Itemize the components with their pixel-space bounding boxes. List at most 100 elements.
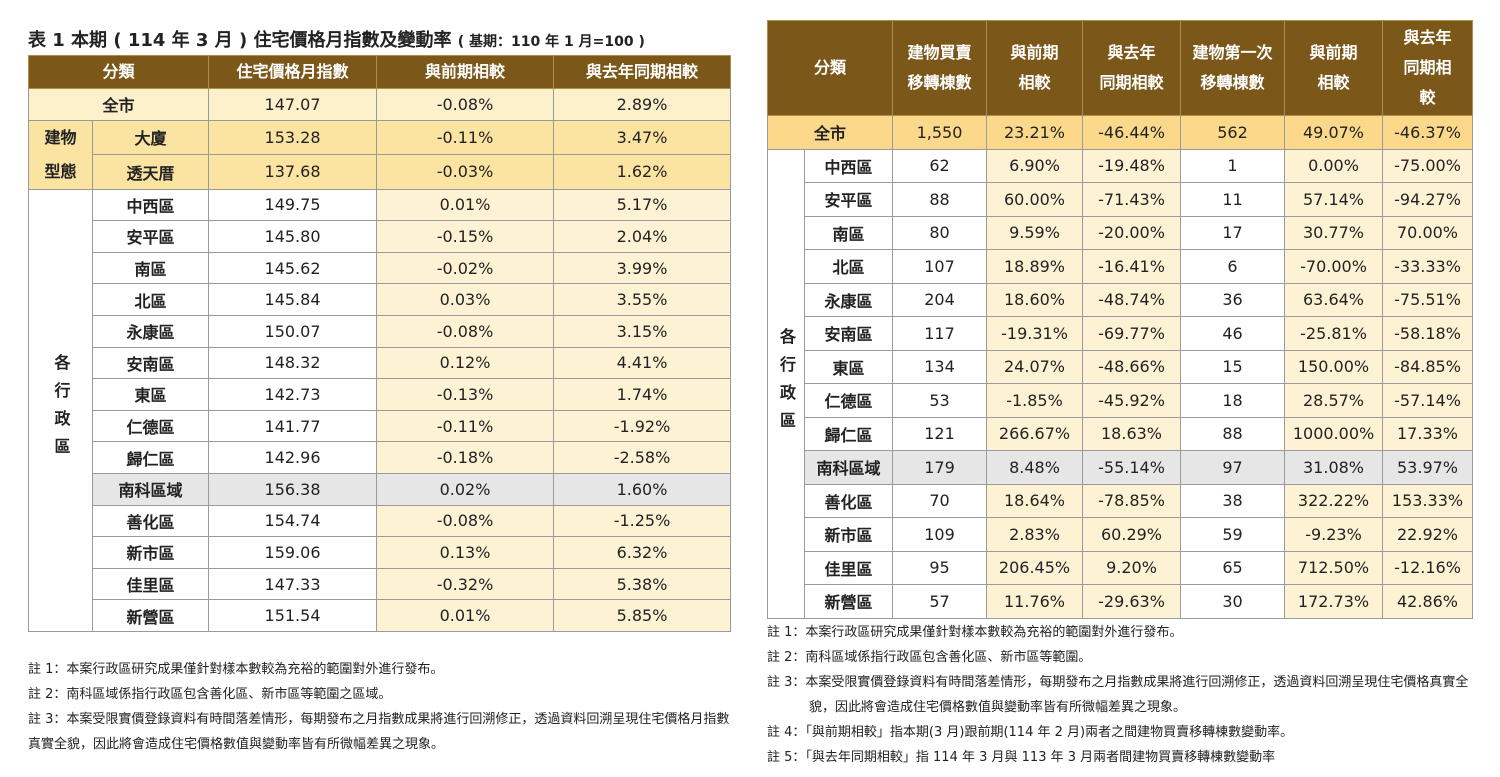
value-cell: 18 bbox=[1180, 383, 1286, 418]
value-cell: 0.01% bbox=[376, 599, 555, 632]
value-cell: 153.28 bbox=[208, 119, 378, 156]
value-cell: 60.00% bbox=[986, 182, 1084, 217]
value-cell: 156.38 bbox=[208, 472, 378, 506]
value-cell: 142.73 bbox=[208, 378, 378, 411]
row-name: 安南區 bbox=[91, 346, 210, 380]
table-row: 安平區 88 60.00% -71.43% 11 57.14% -94.27% bbox=[768, 182, 1474, 217]
value-cell: -0.08% bbox=[376, 314, 555, 348]
value-cell: -0.15% bbox=[376, 220, 555, 253]
value-cell: 2.83% bbox=[986, 517, 1084, 552]
row-name: 新營區 bbox=[91, 599, 210, 632]
row-name: 中西區 bbox=[803, 148, 894, 183]
value-cell: 18.89% bbox=[986, 249, 1084, 284]
group-label: 各行政區 bbox=[28, 188, 93, 632]
row-name: 安平區 bbox=[803, 182, 894, 217]
table-row: 永康區 204 18.60% -48.74% 36 63.64% -75.51% bbox=[768, 282, 1474, 317]
table-row: 善化區 70 18.64% -78.85% 38 322.22% 153.33% bbox=[768, 483, 1474, 518]
value-cell: -29.63% bbox=[1082, 584, 1182, 619]
header-cell: 分類 bbox=[766, 20, 894, 116]
value-cell: -20.00% bbox=[1082, 215, 1182, 250]
value-cell: -0.11% bbox=[376, 409, 555, 443]
value-cell: 22.92% bbox=[1382, 517, 1474, 552]
table-row: 透天厝 137.68 -0.03% 1.62% bbox=[29, 154, 732, 190]
left-notes: 註 1：本案行政區研究成果僅針對樣本數較為充裕的範圍對外進行發布。註 2：南科區… bbox=[28, 657, 733, 757]
value-cell: -46.44% bbox=[1082, 115, 1182, 150]
table-row: 安南區 117 -19.31% -69.77% 46 -25.81% -58.18% bbox=[768, 316, 1474, 351]
table-row: 善化區 154.74 -0.08% -1.25% bbox=[29, 504, 732, 538]
table-row: 各行政區 中西區 62 6.90% -19.48% 1 0.00% -75.00% bbox=[767, 148, 1474, 619]
row-name: 全市 bbox=[27, 88, 210, 121]
value-cell: -0.08% bbox=[376, 504, 555, 538]
table-row: 永康區 150.07 -0.08% 3.15% bbox=[29, 314, 732, 348]
value-cell: 147.33 bbox=[208, 567, 378, 601]
value-cell: -94.27% bbox=[1382, 182, 1474, 217]
header-cell: 建物買賣 移轉棟數 bbox=[892, 20, 988, 116]
value-cell: 5.85% bbox=[553, 599, 732, 632]
table-row: 新營區 57 11.76% -29.63% 30 172.73% 42.86% bbox=[768, 584, 1474, 619]
row-name: 永康區 bbox=[803, 282, 894, 317]
value-cell: 97 bbox=[1180, 450, 1286, 485]
value-cell: -46.37% bbox=[1382, 115, 1474, 150]
value-cell: -16.41% bbox=[1082, 249, 1182, 284]
note: 註 2：南科區域係指行政區包含善化區、新市區等範圍。 bbox=[767, 650, 1092, 665]
value-cell: 0.02% bbox=[376, 472, 555, 506]
row-name: 永康區 bbox=[91, 314, 210, 348]
row-name: 安南區 bbox=[803, 316, 894, 351]
row-name: 善化區 bbox=[803, 483, 894, 518]
value-cell: 57.14% bbox=[1284, 182, 1384, 217]
value-cell: 2.89% bbox=[553, 88, 732, 121]
value-cell: 11 bbox=[1180, 182, 1286, 217]
value-cell: -0.13% bbox=[376, 378, 555, 411]
header-row: 分類 住宅價格月指數 與前期相較 與去年同期相較 bbox=[27, 55, 732, 89]
value-cell: 70 bbox=[892, 483, 988, 518]
row-name: 歸仁區 bbox=[803, 416, 894, 451]
value-cell: 117 bbox=[892, 316, 988, 351]
table-row: 安南區 148.32 0.12% 4.41% bbox=[29, 346, 732, 380]
value-cell: 712.50% bbox=[1284, 550, 1384, 585]
right-notes: 註 1：本案行政區研究成果僅針對樣本數較為充裕的範圍對外進行發布。註 2：南科區… bbox=[767, 620, 1479, 770]
value-cell: -0.02% bbox=[376, 251, 555, 285]
header-cell: 住宅價格月指數 bbox=[208, 55, 378, 89]
value-cell: 49.07% bbox=[1284, 115, 1384, 150]
value-cell: 1.60% bbox=[553, 472, 732, 506]
value-cell: 46 bbox=[1180, 316, 1286, 351]
value-cell: 159.06 bbox=[208, 536, 378, 569]
group-label: 建物型態 bbox=[28, 119, 93, 190]
value-cell: 9.20% bbox=[1082, 550, 1182, 585]
value-cell: 153.33% bbox=[1382, 483, 1474, 518]
value-cell: 42.86% bbox=[1382, 584, 1474, 619]
table-row: 東區 134 24.07% -48.66% 15 150.00% -84.85% bbox=[768, 349, 1474, 384]
note: 註 5：「與去年同期相較」指 114 年 3 月與 113 年 3 月兩者間建物… bbox=[767, 750, 1276, 765]
title: 表 1 本期 ( 114 年 3 月 ) 住宅價格月指數及變動率 bbox=[28, 30, 452, 51]
value-cell: 172.73% bbox=[1284, 584, 1384, 619]
subtitle: ( 基期：110 年 1 月=100 ) bbox=[457, 34, 645, 50]
table-row: 新營區 151.54 0.01% 5.85% bbox=[29, 599, 732, 632]
value-cell: 145.62 bbox=[208, 251, 378, 285]
row-name: 南科區域 bbox=[91, 472, 210, 506]
value-cell: 266.67% bbox=[986, 416, 1084, 451]
value-cell: 70.00% bbox=[1382, 215, 1474, 250]
value-cell: 18.60% bbox=[986, 282, 1084, 317]
value-cell: 179 bbox=[892, 450, 988, 485]
value-cell: 63.64% bbox=[1284, 282, 1384, 317]
row-name: 新市區 bbox=[803, 517, 894, 552]
value-cell: 1,550 bbox=[892, 115, 988, 150]
value-cell: -45.92% bbox=[1082, 383, 1182, 418]
note: 註 1：本案行政區研究成果僅針對樣本數較為充裕的範圍對外進行發布。 bbox=[28, 662, 444, 677]
row-name: 中西區 bbox=[91, 188, 210, 222]
value-cell: 59 bbox=[1180, 517, 1286, 552]
value-cell: -19.31% bbox=[986, 316, 1084, 351]
table-row: 歸仁區 142.96 -0.18% -2.58% bbox=[29, 441, 732, 474]
value-cell: 17 bbox=[1180, 215, 1286, 250]
value-cell: 0.00% bbox=[1284, 148, 1384, 183]
value-cell: 4.41% bbox=[553, 346, 732, 380]
row-name: 善化區 bbox=[91, 504, 210, 538]
value-cell: 147.07 bbox=[208, 88, 378, 121]
value-cell: 36 bbox=[1180, 282, 1286, 317]
table-row: 全市 147.07 -0.08% 2.89% bbox=[27, 88, 732, 121]
row-name: 歸仁區 bbox=[91, 441, 210, 474]
value-cell: 65 bbox=[1180, 550, 1286, 585]
row-name: 大廈 bbox=[91, 119, 210, 156]
value-cell: 3.55% bbox=[553, 283, 732, 316]
table-row: 仁德區 53 -1.85% -45.92% 18 28.57% -57.14% bbox=[768, 383, 1474, 418]
